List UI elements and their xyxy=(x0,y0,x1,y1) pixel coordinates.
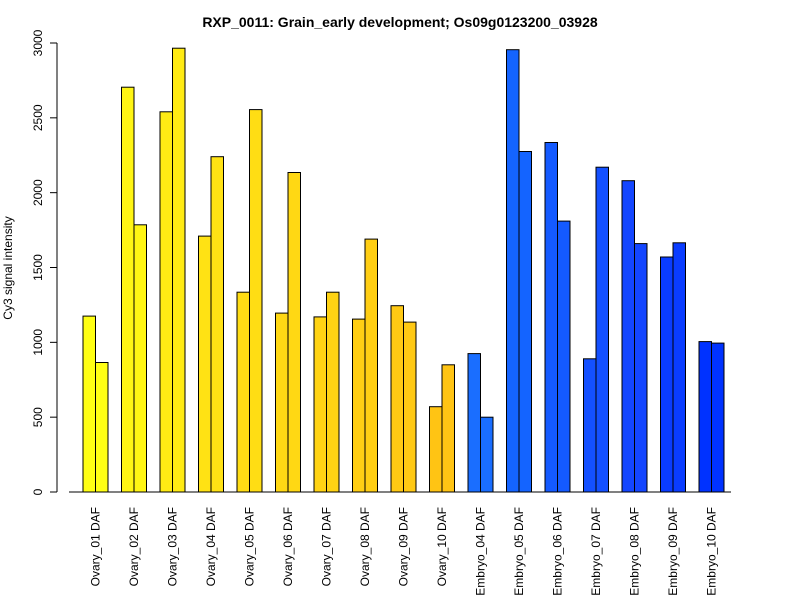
x-tick-label: Ovary_07 DAF xyxy=(320,507,334,586)
x-tick-label: Ovary_02 DAF xyxy=(127,507,141,586)
bar-17-series-2 xyxy=(711,342,725,493)
bar-3-series-1 xyxy=(159,111,173,493)
bar-11-series-2 xyxy=(480,416,494,493)
x-tick-label: Embryo_10 DAF xyxy=(705,507,719,596)
bars-group xyxy=(82,47,725,493)
y-axis-label: Cy3 signal intensity xyxy=(1,216,15,319)
y-tick-label: 1500 xyxy=(31,254,45,281)
x-tick-label: Ovary_06 DAF xyxy=(281,507,295,586)
bar-17-series-1 xyxy=(698,341,712,493)
x-tick-label: Embryo_04 DAF xyxy=(474,507,488,596)
bar-15-series-2 xyxy=(634,243,648,493)
bar-7-series-1 xyxy=(313,316,327,493)
x-tick-label: Ovary_04 DAF xyxy=(204,507,218,586)
x-tick-label: Embryo_09 DAF xyxy=(666,507,680,596)
chart-title: RXP_0011: Grain_early development; Os09g… xyxy=(202,14,598,30)
x-tick-label: Ovary_09 DAF xyxy=(397,507,411,586)
bar-1-series-2 xyxy=(95,362,109,493)
x-tick-label: Embryo_05 DAF xyxy=(512,507,526,596)
bar-2-series-2 xyxy=(133,224,147,493)
bar-4-series-2 xyxy=(210,156,224,493)
bar-10-series-2 xyxy=(441,364,455,493)
x-tick-label: Ovary_10 DAF xyxy=(435,507,449,586)
x-tick-label: Ovary_08 DAF xyxy=(358,507,372,586)
bar-16-series-1 xyxy=(660,256,674,493)
bar-7-series-2 xyxy=(326,291,340,493)
x-tick-label: Embryo_06 DAF xyxy=(551,507,565,596)
bar-5-series-2 xyxy=(249,109,263,493)
bar-14-series-2 xyxy=(595,166,609,493)
y-tick-label: 1000 xyxy=(31,329,45,356)
bar-2-series-1 xyxy=(121,86,135,493)
bar-8-series-1 xyxy=(352,318,366,493)
y-tick-label: 500 xyxy=(31,407,45,427)
bar-15-series-1 xyxy=(621,180,635,493)
bar-14-series-1 xyxy=(583,358,597,493)
bar-9-series-2 xyxy=(403,321,417,493)
y-tick-label: 2000 xyxy=(31,179,45,206)
bar-6-series-2 xyxy=(287,172,301,493)
bar-9-series-1 xyxy=(390,305,404,493)
bar-13-series-1 xyxy=(544,142,558,493)
bar-11-series-1 xyxy=(467,353,481,493)
x-tick-label: Embryo_08 DAF xyxy=(628,507,642,596)
bar-16-series-2 xyxy=(672,242,686,493)
x-tick-label: Ovary_01 DAF xyxy=(89,507,103,586)
bar-1-series-1 xyxy=(82,315,96,493)
y-axis: 0 500 1000 1500 2000 2500 3000 xyxy=(31,29,58,495)
x-tick-label: Embryo_07 DAF xyxy=(589,507,603,596)
y-tick-label: 2500 xyxy=(31,104,45,131)
bar-10-series-1 xyxy=(429,406,443,493)
bar-8-series-2 xyxy=(364,238,378,493)
bar-13-series-2 xyxy=(557,220,571,493)
bar-12-series-2 xyxy=(518,151,532,493)
x-tick-label: Ovary_05 DAF xyxy=(243,507,257,586)
bar-3-series-2 xyxy=(172,47,186,493)
y-tick-label: 0 xyxy=(31,488,45,495)
y-tick-label: 3000 xyxy=(31,29,45,56)
x-tick-label: Ovary_03 DAF xyxy=(166,507,180,586)
bar-12-series-1 xyxy=(506,49,520,493)
x-axis: Ovary_01 DAF Ovary_02 DAF Ovary_03 DAF Ovar… xyxy=(69,491,731,596)
bar-5-series-1 xyxy=(236,291,250,493)
bar-6-series-1 xyxy=(275,312,289,493)
bar-4-series-1 xyxy=(198,235,212,493)
